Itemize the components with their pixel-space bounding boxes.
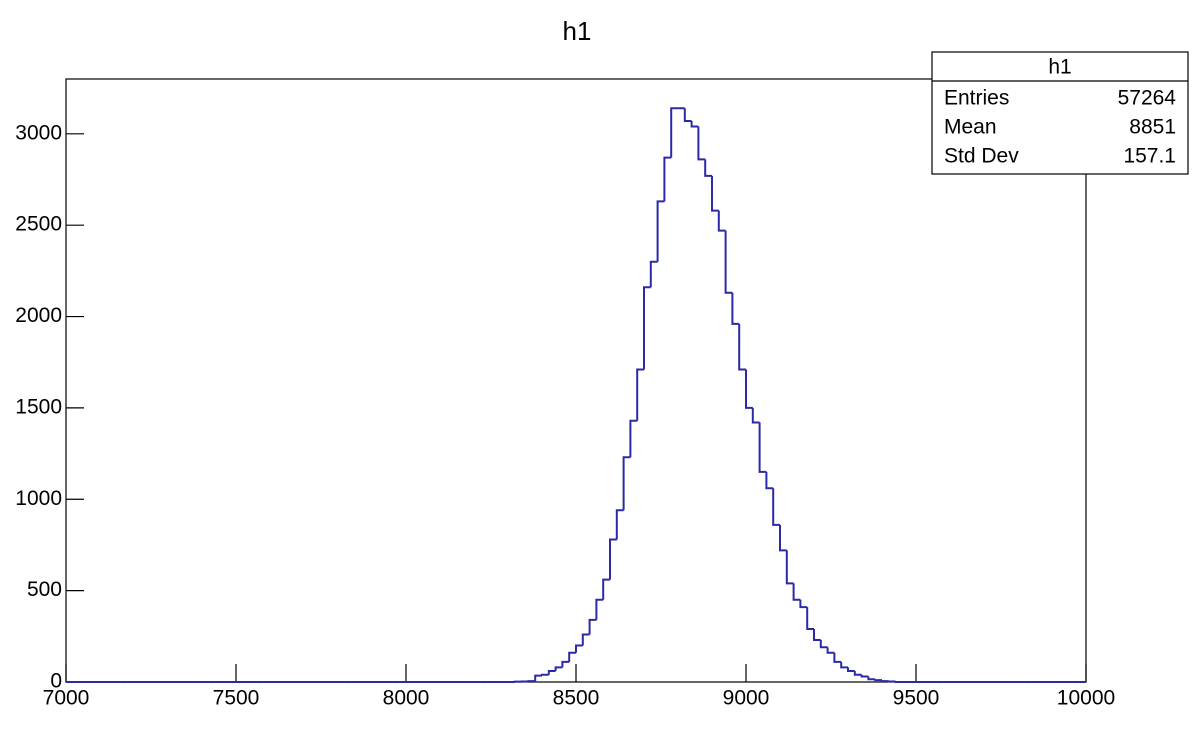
histogram-bin — [731, 292, 740, 325]
histogram-bin — [595, 598, 604, 620]
stats-label: Std Dev — [944, 145, 1019, 168]
histogram-bin — [663, 156, 672, 202]
stats-value: 8851 — [1129, 116, 1176, 139]
histogram-bin — [881, 680, 889, 683]
histogram-bin — [772, 488, 780, 526]
histogram-bin — [751, 407, 760, 424]
histogram-bin — [581, 633, 590, 646]
histogram-bin — [867, 676, 876, 681]
histogram-bin — [819, 639, 828, 649]
x-tick-label: 9500 — [893, 687, 940, 710]
y-tick-label: 0 — [50, 670, 62, 693]
histogram-bin — [853, 671, 862, 676]
histogram-bin — [860, 674, 869, 678]
histogram-bin — [568, 651, 576, 662]
histogram-bin — [541, 673, 549, 676]
histogram-bin — [622, 456, 631, 511]
stats-value: 57264 — [1118, 87, 1177, 110]
histogram-bin — [894, 681, 903, 683]
histogram-bin — [602, 578, 610, 600]
stats-box — [931, 51, 1189, 175]
histogram-bin — [609, 538, 617, 580]
y-tick-label: 2500 — [15, 213, 62, 236]
stats-label: Entries — [944, 87, 1009, 110]
y-tick-label: 2000 — [15, 304, 62, 327]
y-tick-label: 3000 — [15, 121, 62, 144]
chart-title: h1 — [563, 16, 592, 46]
y-tick-label: 1000 — [15, 487, 62, 510]
histogram-bin — [806, 607, 814, 631]
histogram-bin — [758, 422, 767, 473]
histogram-bin — [636, 368, 644, 421]
histogram-bin — [765, 471, 774, 490]
histogram-bin — [561, 660, 570, 668]
histogram-bin — [643, 286, 651, 370]
histogram-bin — [813, 629, 821, 641]
histogram-bin — [717, 210, 726, 232]
histogram-bin — [833, 652, 842, 663]
histogram-bin — [785, 550, 794, 585]
x-tick-label: 9000 — [723, 687, 770, 710]
histogram-bin — [697, 126, 706, 161]
histogram-bin — [847, 667, 855, 673]
x-tick-label: 7000 — [43, 687, 90, 710]
x-tick-label: 8500 — [553, 687, 600, 710]
histogram-bin — [792, 583, 801, 601]
histogram-bin — [826, 647, 835, 654]
histogram-bin — [554, 666, 563, 672]
histogram-bin — [683, 108, 692, 123]
y-tick-label: 1500 — [15, 395, 62, 418]
histogram-bin — [704, 159, 712, 177]
histogram-bin — [575, 644, 583, 653]
histogram-bin — [874, 679, 882, 682]
stats-label: Mean — [944, 116, 997, 139]
histogram-bin — [656, 200, 665, 262]
histogram-bin — [724, 230, 733, 294]
histogram-bin — [745, 369, 753, 409]
histogram-bin — [547, 670, 556, 675]
histogram-bin — [711, 175, 719, 212]
histogram-bin — [534, 674, 542, 682]
y-tick-label: 500 — [27, 578, 62, 601]
histogram-bin — [799, 599, 808, 609]
histogram-bin — [840, 661, 848, 669]
histogram-bin — [690, 121, 699, 128]
histogram-bin — [629, 419, 638, 458]
x-tick-label: 7500 — [213, 687, 260, 710]
x-tick-label: 8000 — [383, 687, 430, 710]
x-tick-label: 10000 — [1057, 687, 1115, 710]
histogram-bin — [649, 260, 658, 288]
histogram-bin — [738, 323, 746, 371]
stats-title: h1 — [1048, 56, 1071, 79]
stats-value: 157.1 — [1123, 145, 1176, 168]
histogram-bin — [779, 524, 787, 552]
histogram-bin — [615, 509, 624, 540]
histogram-bin — [588, 618, 597, 635]
histogram-bin — [670, 107, 678, 158]
